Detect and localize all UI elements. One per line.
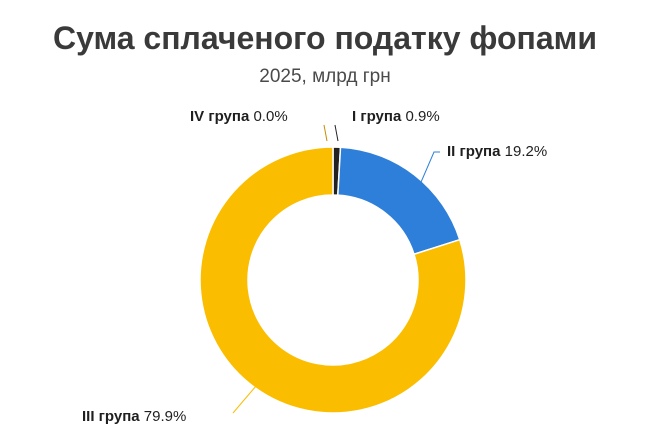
leader-line-1 [334, 124, 339, 142]
leader-line-2 [408, 151, 440, 211]
slice-2 [337, 146, 461, 256]
data-label-2: II група 19.2% [447, 143, 547, 160]
chart-title: Сума сплаченого податку фопами [53, 20, 597, 56]
leader-line-3 [232, 385, 257, 414]
chart-subtitle: 2025, млрд грн [259, 66, 391, 87]
data-label-4: IV група 0.0% [190, 108, 288, 125]
data-label-1: I група 0.9% [352, 108, 440, 125]
leader-line-4 [323, 124, 328, 142]
data-label-3: III група 79.9% [82, 408, 186, 425]
slice-3 [199, 146, 467, 414]
